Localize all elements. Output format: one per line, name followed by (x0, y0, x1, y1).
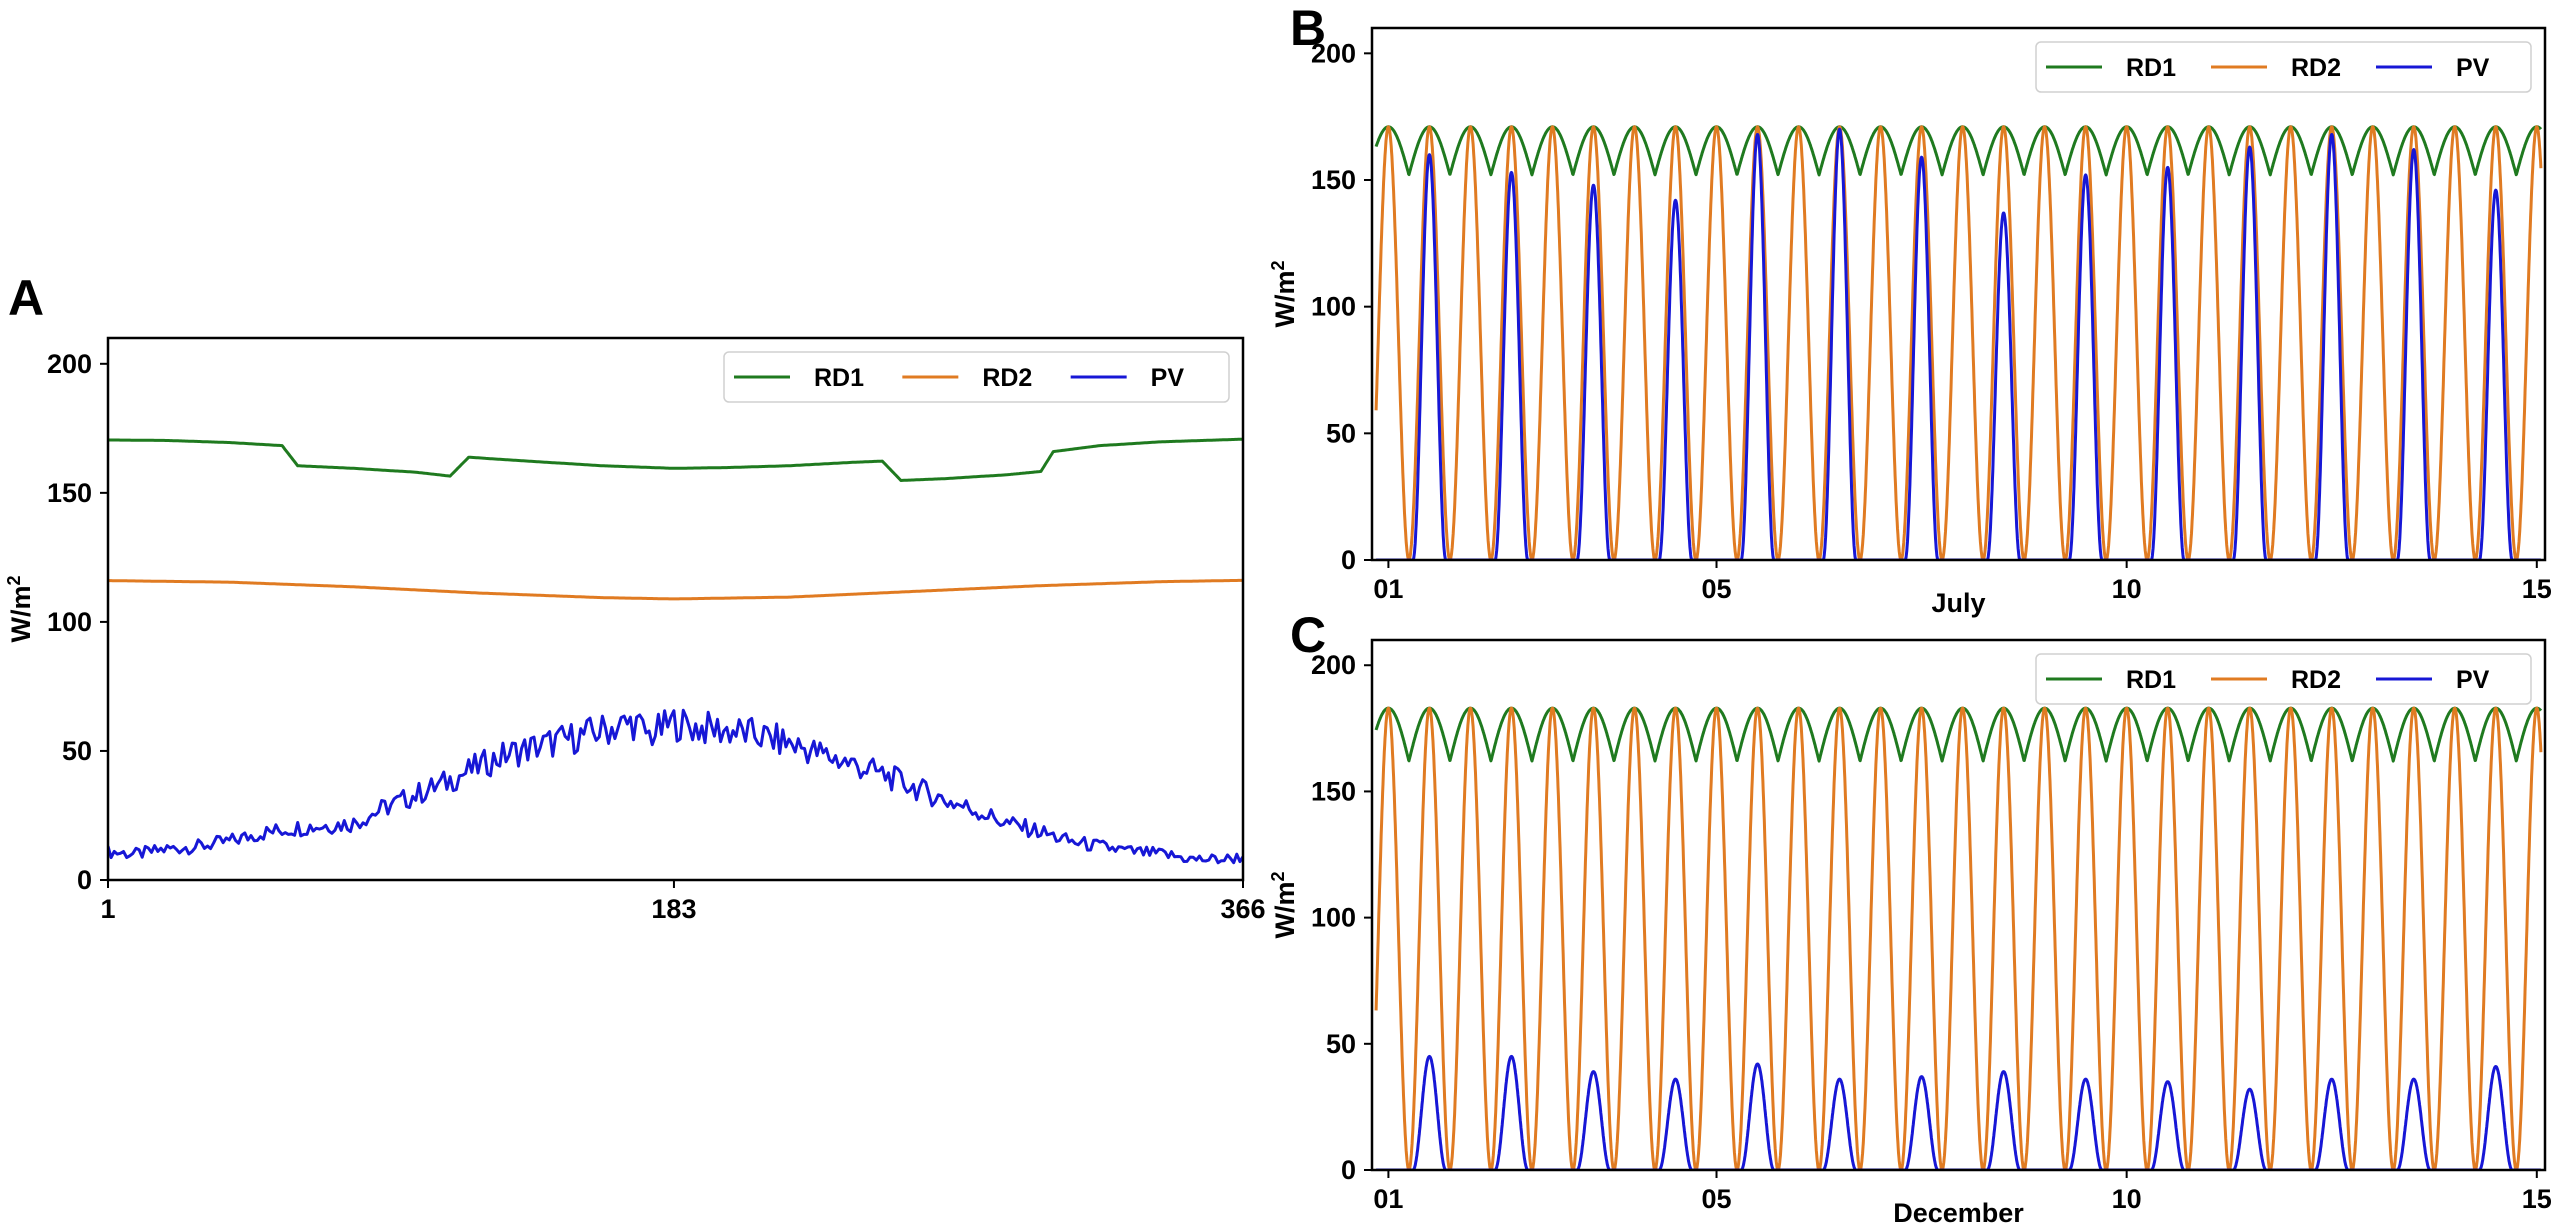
panel-c-xtick-label: 01 (1373, 1184, 1403, 1214)
panel-b-ylabel: W/m2 (1268, 260, 1300, 327)
panel-b-xtick-label: 15 (2522, 574, 2552, 604)
panel-c-legend-label-rd2: RD2 (2291, 666, 2341, 694)
panel-a-ytick-label: 100 (47, 607, 92, 637)
panel-label-b: B (1290, 0, 1326, 56)
panel-c-legend-label-rd1: RD1 (2126, 666, 2176, 694)
panel-c-series-rd2-line (1374, 706, 2543, 1170)
panel-b-ytick-label: 0 (1341, 545, 1356, 575)
panel-a-ylabel: W/m2 (4, 575, 36, 642)
panel-c-legend-label-pv: PV (2456, 666, 2490, 694)
panel-label-c: C (1290, 607, 1326, 663)
panel-b-series-rd1-line (1374, 125, 2543, 177)
panel-b-ytick-label: 150 (1311, 165, 1356, 195)
panel-a-xtick-label: 1 (100, 894, 115, 924)
panel-a-xtick-label: 366 (1220, 894, 1265, 924)
panel-b-legend-box (2035, 41, 2532, 93)
panel-c-xtick-label: 05 (1701, 1184, 1731, 1214)
panel-c-series-group (1374, 706, 2543, 1170)
panel-c-xtick-label: 10 (2112, 1184, 2142, 1214)
panel-c-series-pv-line (1374, 1054, 2543, 1170)
panel-c-ylabel: W/m2 (1268, 871, 1300, 938)
panel-a-chart: 0 50 100 150 200 1 183 366 W/m2 RD1 RD2 PV (4, 336, 1266, 924)
panel-c-legend-box (2035, 653, 2532, 705)
panel-a-axes-frame (106, 336, 1245, 882)
panel-a-legend-label-rd2: RD2 (982, 364, 1032, 392)
panel-c-ytick-label: 100 (1311, 903, 1356, 933)
panel-c-chart: 0 50 100 150 200 01 05 10 15 W/m2 December RD1 RD2 PV (1268, 638, 2552, 1227)
panel-c-ytick-label: 150 (1311, 776, 1356, 806)
panel-a-legend-box (723, 351, 1230, 403)
panel-a-legend-label-pv: PV (1151, 364, 1185, 392)
panel-b-series-rd2-line (1374, 125, 2543, 560)
panel-a-ytick-label: 50 (62, 736, 92, 766)
panel-c-ytick-label: 50 (1326, 1029, 1356, 1059)
panel-b-chart: 0 50 100 150 200 01 05 10 15 W/m2 July RD1 RD2 PV (1268, 26, 2552, 618)
panel-b-legend-label-pv: PV (2456, 54, 2490, 82)
panel-a-xtick-label: 183 (651, 894, 696, 924)
panel-b-xtick-label: 01 (1373, 574, 1403, 604)
panel-c-ytick-label: 200 (1311, 650, 1356, 680)
panel-c-xtick-label: 15 (2522, 1184, 2552, 1214)
panel-b-xlabel: July (1931, 588, 1985, 618)
panel-a-legend-label-rd1: RD1 (814, 364, 864, 392)
panel-b-legend-label-rd2: RD2 (2291, 54, 2341, 82)
panel-c-legend: RD1 RD2 PV (2035, 653, 2532, 705)
panel-a-series-pv-line (108, 708, 1243, 865)
panel-b-axes-frame (1370, 26, 2547, 562)
panel-a-ytick-label: 150 (47, 478, 92, 508)
panel-a-ytick-label: 0 (77, 865, 92, 895)
panel-label-a: A (8, 270, 44, 326)
panel-c-xlabel: December (1893, 1198, 2024, 1227)
panel-b-ytick-label: 100 (1311, 292, 1356, 322)
panel-a-series-group (108, 437, 1243, 865)
panel-a-series-rd1-line (108, 437, 1243, 482)
panel-a-legend: RD1 RD2 PV (723, 351, 1230, 403)
panel-b-legend-label-rd1: RD1 (2126, 54, 2176, 82)
panel-b-series-pv-line (1374, 127, 2543, 560)
panel-c-ytick-label: 0 (1341, 1155, 1356, 1185)
panel-b-series-group (1374, 125, 2543, 560)
panel-a-series-rd2-line (108, 578, 1243, 601)
panel-b-xtick-label: 10 (2112, 574, 2142, 604)
panel-b-ytick-label: 200 (1311, 38, 1356, 68)
panel-b-ytick-label: 50 (1326, 418, 1356, 448)
panel-c-axes-frame (1370, 638, 2547, 1172)
panel-b-xtick-label: 05 (1701, 574, 1731, 604)
panel-a-ytick-label: 200 (47, 349, 92, 379)
panel-b-legend: RD1 RD2 PV (2035, 41, 2532, 93)
panel-c-series-rd1-line (1374, 706, 2543, 763)
